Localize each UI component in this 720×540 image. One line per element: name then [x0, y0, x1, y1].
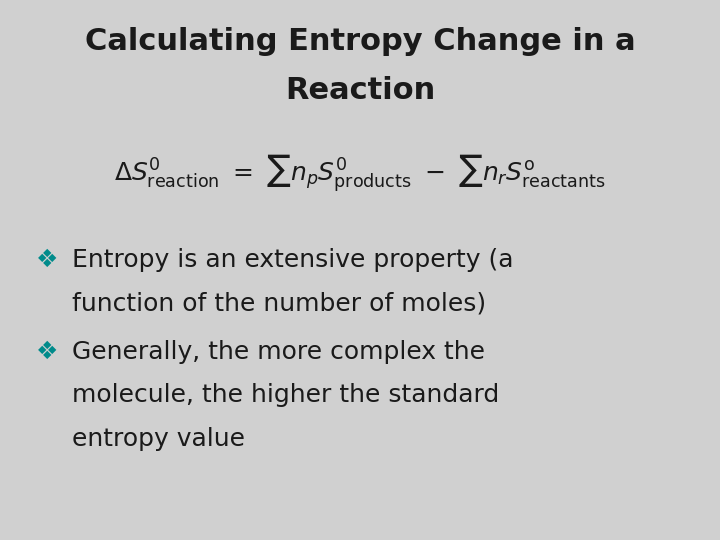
Text: function of the number of moles): function of the number of moles) — [72, 292, 486, 315]
Text: entropy value: entropy value — [72, 427, 245, 450]
Text: molecule, the higher the standard: molecule, the higher the standard — [72, 383, 499, 407]
Text: Calculating Entropy Change in a: Calculating Entropy Change in a — [85, 27, 635, 56]
Text: ❖: ❖ — [36, 340, 58, 364]
Text: Generally, the more complex the: Generally, the more complex the — [72, 340, 485, 364]
Text: Reaction: Reaction — [285, 76, 435, 105]
Text: $\Delta S^{0}_{\mathregular{reaction}}\ =\ \sum n_{p} S^{0}_{\mathregular{produc: $\Delta S^{0}_{\mathregular{reaction}}\ … — [114, 152, 606, 193]
Text: Entropy is an extensive property (a: Entropy is an extensive property (a — [72, 248, 513, 272]
Text: ❖: ❖ — [36, 248, 58, 272]
